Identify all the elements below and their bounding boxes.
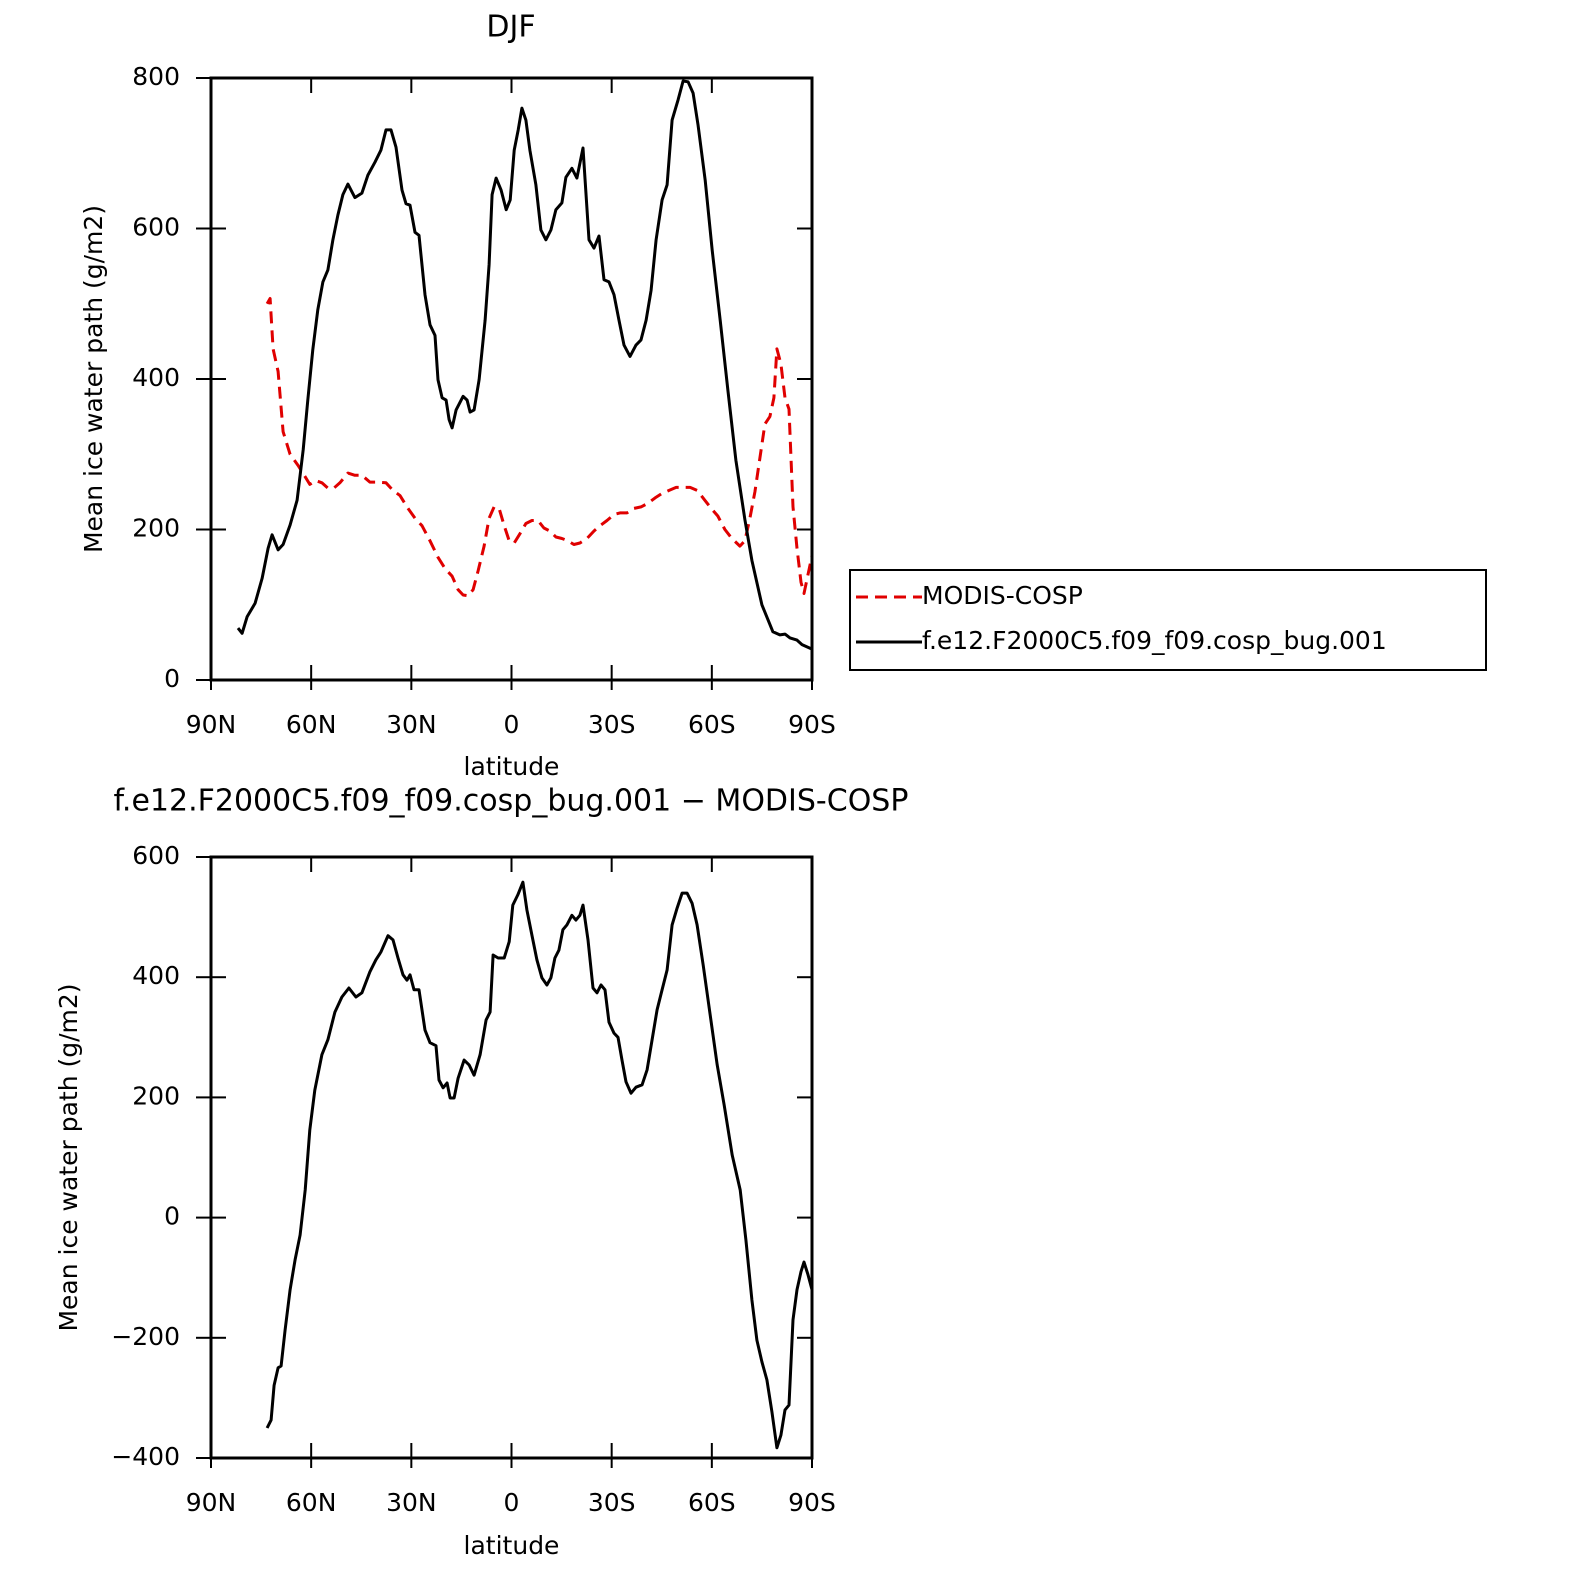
plot-frame bbox=[209, 855, 814, 1460]
x-tick-label: 90N bbox=[186, 1488, 237, 1517]
x-tick-label: 30N bbox=[386, 1488, 437, 1517]
series-line bbox=[265, 297, 814, 598]
series-line bbox=[265, 880, 814, 1450]
y-tick-label: 200 bbox=[132, 514, 180, 543]
x-tick-label: 60N bbox=[286, 710, 337, 739]
y-tick-label: 600 bbox=[132, 213, 180, 242]
x-tick-label: 90S bbox=[788, 710, 836, 739]
y-tick-label: 800 bbox=[132, 62, 180, 91]
x-tick-label: 30S bbox=[588, 1488, 636, 1517]
x-tick-label: 60N bbox=[286, 1488, 337, 1517]
y-tick-label: −400 bbox=[111, 1442, 180, 1471]
legend-box bbox=[849, 569, 1487, 671]
x-tick-label: 0 bbox=[504, 1488, 520, 1517]
y-tick-label: −200 bbox=[111, 1322, 180, 1351]
y-tick-label: 400 bbox=[132, 961, 180, 990]
series-line bbox=[236, 79, 813, 651]
x-tick-label: 0 bbox=[504, 710, 520, 739]
y-tick-label: 200 bbox=[132, 1081, 180, 1110]
y-axis-label: Mean ice water path (g/m2) bbox=[54, 983, 83, 1331]
x-axis-label: latitude bbox=[464, 1531, 560, 1560]
legend-label: MODIS-COSP bbox=[922, 581, 1083, 610]
x-tick-label: 90S bbox=[788, 1488, 836, 1517]
x-axis-label: latitude bbox=[464, 752, 560, 781]
chart-title: f.e12.F2000C5.f09_f09.cosp_bug.001 − MOD… bbox=[114, 784, 909, 819]
y-tick-label: 600 bbox=[132, 841, 180, 870]
x-tick-label: 60S bbox=[688, 1488, 736, 1517]
y-tick-label: 400 bbox=[132, 363, 180, 392]
legend-label: f.e12.F2000C5.f09_f09.cosp_bug.001 bbox=[922, 626, 1387, 655]
x-tick-label: 90N bbox=[186, 710, 237, 739]
x-tick-label: 60S bbox=[688, 710, 736, 739]
x-tick-label: 30N bbox=[386, 710, 437, 739]
chart-title: DJF bbox=[486, 10, 535, 45]
y-tick-label: 0 bbox=[164, 664, 180, 693]
x-tick-label: 30S bbox=[588, 710, 636, 739]
y-axis-label: Mean ice water path (g/m2) bbox=[79, 205, 108, 553]
plot-frame bbox=[209, 76, 814, 682]
y-tick-label: 0 bbox=[164, 1202, 180, 1231]
